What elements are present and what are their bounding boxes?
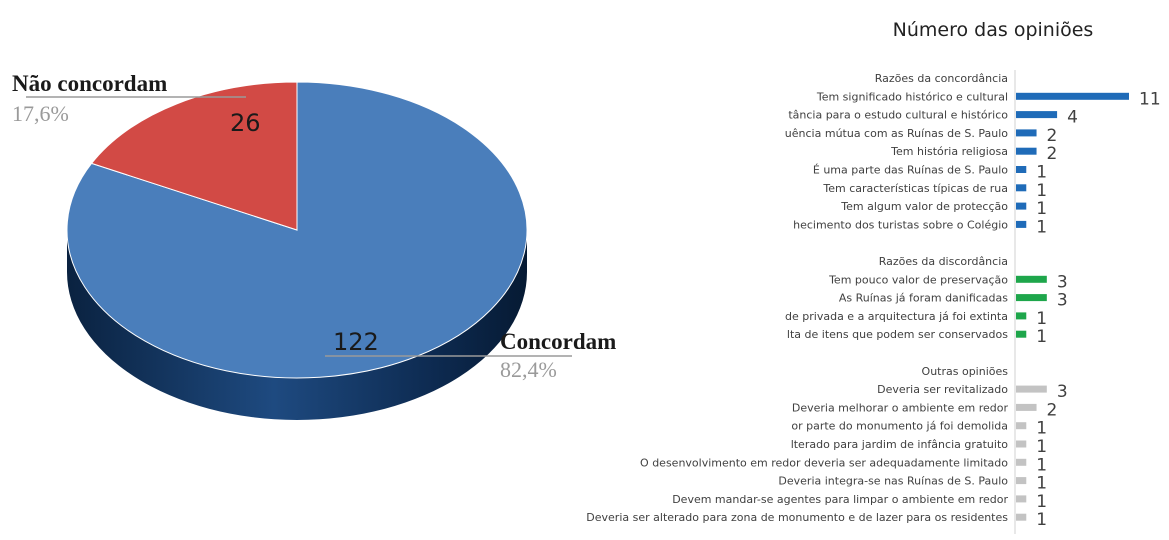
value-label: 11 (1139, 89, 1161, 109)
category-label: lta de itens que podem ser conservados (787, 328, 1008, 341)
pie-label-concordam: Concordam (500, 329, 616, 354)
value-label: 1 (1036, 327, 1047, 347)
bar (1016, 129, 1037, 137)
bar-group: Razões da concordância Tem significado hi… (586, 72, 1160, 530)
category-label: As Ruínas já foram danificadas (839, 292, 1008, 305)
value-label: 1 (1036, 510, 1047, 530)
bar (1016, 147, 1037, 155)
value-label: 3 (1057, 291, 1068, 311)
category-label: Tem algum valor de protecção (840, 200, 1008, 213)
category-label: Tem história religiosa (890, 145, 1008, 158)
bar (1016, 294, 1047, 302)
category-label: Tem significado histórico e cultural (816, 90, 1008, 103)
category-label: É uma parte das Ruínas de S. Paulo (813, 164, 1008, 177)
pie-percent-concordam: 82,4% (500, 357, 557, 382)
value-label: 1 (1036, 419, 1047, 439)
bar (1016, 275, 1047, 283)
group-label: Outras opiniões (922, 365, 1009, 378)
value-label: 1 (1036, 217, 1047, 237)
value-label: 1 (1036, 199, 1047, 219)
bar (1016, 166, 1027, 173)
bar (1016, 385, 1047, 393)
category-label: Deveria ser alterado para zona de monume… (586, 511, 1008, 524)
value-label: 2 (1047, 126, 1058, 146)
bar (1016, 495, 1027, 503)
value-label: 1 (1036, 455, 1047, 475)
category-label: de privada e a arquitectura já foi extin… (785, 310, 1008, 323)
value-label: 1 (1036, 309, 1047, 329)
category-label: Tem pouco valor de preservação (828, 273, 1008, 286)
value-label: 2 (1047, 400, 1058, 420)
pie-chart: Não concordam 17,6% 26 Concordam 82,4% 1… (12, 71, 616, 420)
value-label: 1 (1036, 474, 1047, 494)
bar (1016, 312, 1027, 320)
category-label: tância para o estudo cultural e históric… (788, 109, 1008, 122)
category-label: uência mútua com as Ruínas de S. Paulo (785, 127, 1008, 140)
value-label: 4 (1067, 108, 1078, 128)
value-label: 3 (1057, 272, 1068, 292)
category-label: lterado para jardim de infância gratuito (791, 438, 1009, 451)
bar (1016, 184, 1027, 192)
value-label: 2 (1047, 144, 1058, 164)
bar (1016, 111, 1058, 119)
pie-label-nao-concordam: Não concordam (12, 71, 167, 96)
bar-chart: Número das opiniões Razões da concordânc… (586, 19, 1161, 534)
pie-slice-concordam-side (67, 230, 527, 420)
group-label: Razões da concordância (875, 72, 1008, 85)
value-label: 1 (1036, 492, 1047, 512)
category-label: Tem características típicas de rua (822, 182, 1008, 195)
bar (1016, 458, 1027, 466)
category-label: Deveria integra-se nas Ruínas de S. Paul… (778, 475, 1008, 488)
bar-chart-title: Número das opiniões (893, 19, 1094, 41)
category-label: Deveria ser revitalizado (877, 383, 1008, 396)
bar (1016, 202, 1027, 210)
bar (1016, 220, 1027, 228)
category-label: hecimento dos turistas sobre o Colégio (793, 218, 1008, 231)
bar (1016, 422, 1027, 430)
value-label: 3 (1057, 382, 1068, 402)
value-label: 1 (1036, 437, 1047, 457)
pie-slice-nao-concordam (90, 81, 298, 231)
bar (1016, 330, 1027, 338)
category-label: Devem mandar-se agentes para limpar o am… (672, 493, 1008, 506)
bar (1016, 513, 1027, 521)
bar (1016, 477, 1027, 485)
bar (1016, 440, 1027, 448)
value-label: 1 (1036, 163, 1047, 183)
category-label: or parte do monumento já foi demolida (791, 420, 1008, 433)
category-label: Deveria melhorar o ambiente em redor (792, 401, 1009, 414)
bar (1016, 92, 1129, 100)
group-label: Razões da discordância (879, 255, 1008, 268)
value-label: 1 (1036, 181, 1047, 201)
category-label: O desenvolvimento em redor deveria ser a… (640, 456, 1008, 469)
bar (1016, 403, 1037, 411)
pie-value-nao-concordam: 26 (230, 109, 261, 137)
pie-percent-nao-concordam: 17,6% (12, 101, 69, 126)
pie-value-concordam: 122 (333, 328, 379, 356)
